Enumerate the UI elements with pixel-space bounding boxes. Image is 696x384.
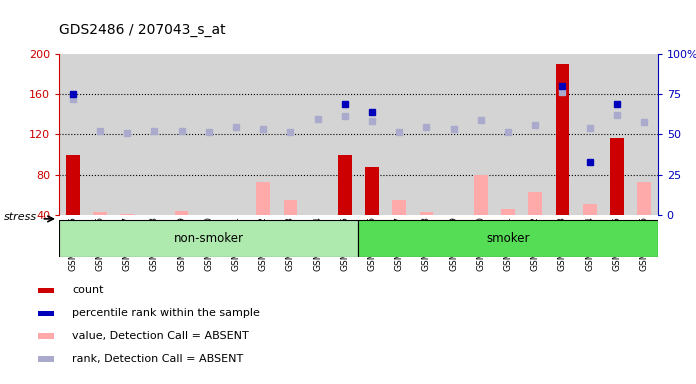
Bar: [59, 54, 86, 215]
Bar: [331, 54, 358, 215]
Text: non-smoker: non-smoker: [174, 232, 244, 245]
Bar: [113, 54, 141, 215]
Bar: [304, 54, 331, 215]
Bar: [631, 54, 658, 215]
Bar: [522, 54, 549, 215]
Bar: [38, 288, 54, 293]
Bar: [576, 54, 603, 215]
Bar: [501, 209, 515, 215]
Bar: [494, 54, 522, 215]
Bar: [576, 54, 603, 215]
Bar: [549, 54, 576, 215]
Bar: [113, 54, 141, 215]
Bar: [195, 54, 223, 215]
Bar: [420, 212, 433, 215]
Bar: [304, 54, 331, 215]
Bar: [467, 54, 494, 215]
Text: GDS2486 / 207043_s_at: GDS2486 / 207043_s_at: [59, 23, 226, 37]
Text: count: count: [72, 285, 104, 295]
Bar: [175, 211, 189, 215]
Bar: [386, 54, 413, 215]
Bar: [610, 139, 624, 215]
Bar: [141, 54, 168, 215]
Bar: [120, 214, 134, 215]
Bar: [358, 54, 386, 215]
Bar: [38, 333, 54, 339]
Bar: [277, 54, 304, 215]
Bar: [59, 54, 86, 215]
Bar: [38, 311, 54, 316]
Bar: [66, 155, 79, 215]
Bar: [386, 54, 413, 215]
Bar: [603, 54, 631, 215]
Bar: [250, 54, 277, 215]
Bar: [440, 54, 467, 215]
Text: percentile rank within the sample: percentile rank within the sample: [72, 308, 260, 318]
Bar: [413, 54, 440, 215]
Bar: [256, 182, 270, 215]
Bar: [522, 54, 549, 215]
Text: stress: stress: [3, 212, 37, 222]
Bar: [365, 167, 379, 215]
Bar: [358, 54, 386, 215]
Bar: [331, 54, 358, 215]
Bar: [38, 356, 54, 362]
Bar: [603, 54, 631, 215]
Bar: [59, 220, 358, 257]
Text: smoker: smoker: [487, 232, 530, 245]
Bar: [277, 54, 304, 215]
Bar: [223, 54, 250, 215]
Bar: [467, 54, 494, 215]
Bar: [93, 212, 106, 215]
Bar: [168, 54, 195, 215]
Bar: [223, 54, 250, 215]
Bar: [583, 204, 596, 215]
Bar: [631, 54, 658, 215]
Bar: [528, 192, 542, 215]
Bar: [284, 200, 297, 215]
Bar: [555, 64, 569, 215]
Bar: [393, 200, 406, 215]
Text: value, Detection Call = ABSENT: value, Detection Call = ABSENT: [72, 331, 249, 341]
Bar: [141, 54, 168, 215]
Bar: [86, 54, 113, 215]
Bar: [413, 54, 440, 215]
Bar: [549, 54, 576, 215]
Bar: [86, 54, 113, 215]
Bar: [440, 54, 467, 215]
Bar: [250, 54, 277, 215]
Text: rank, Detection Call = ABSENT: rank, Detection Call = ABSENT: [72, 354, 244, 364]
Bar: [195, 54, 223, 215]
Bar: [494, 54, 522, 215]
Bar: [358, 220, 658, 257]
Bar: [338, 155, 351, 215]
Bar: [638, 182, 651, 215]
Bar: [474, 175, 488, 215]
Bar: [168, 54, 195, 215]
